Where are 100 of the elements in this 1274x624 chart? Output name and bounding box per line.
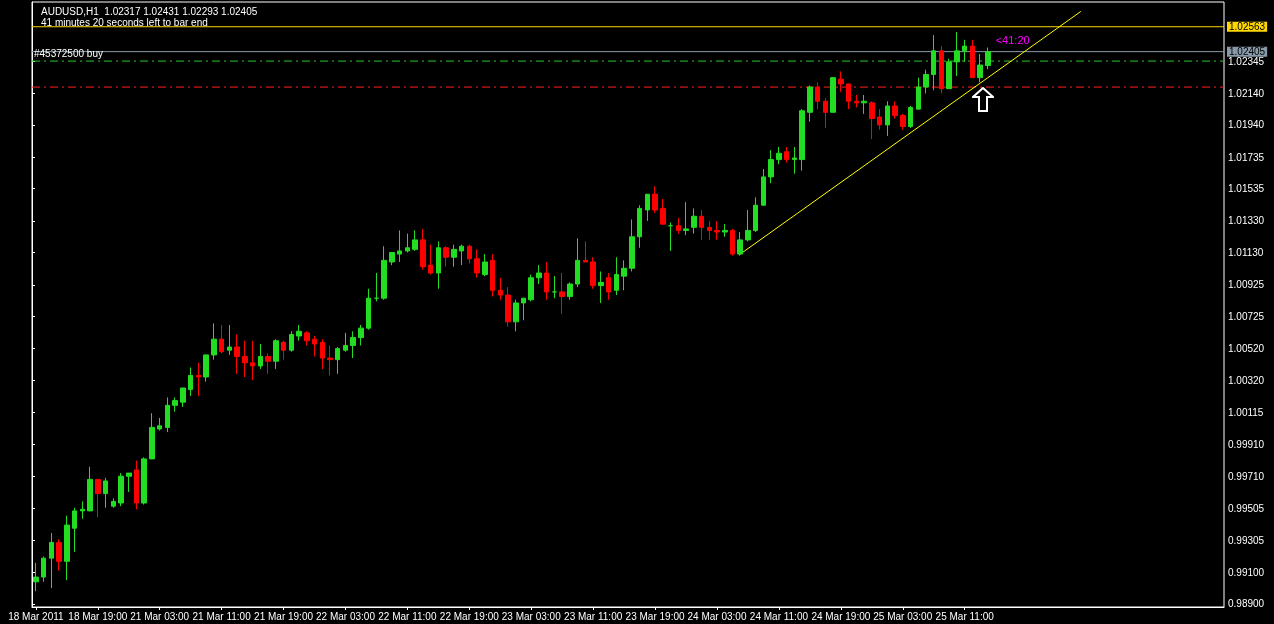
x-tick-label: 24 Mar 03:00	[687, 610, 747, 622]
y-tick-label: 1.00725	[1228, 310, 1265, 322]
candlestick	[289, 330, 294, 353]
candlestick	[908, 105, 913, 129]
candlestick	[358, 324, 364, 346]
candlestick	[939, 45, 944, 94]
candlestick	[180, 387, 186, 408]
candlestick	[707, 220, 712, 241]
candlestick	[900, 113, 906, 131]
x-tick-label: 18 Mar 2011	[8, 610, 65, 622]
candlestick	[103, 477, 108, 509]
candlestick	[714, 220, 720, 241]
candlestick	[753, 196, 758, 233]
candlestick	[946, 58, 952, 90]
candlestick	[892, 100, 898, 120]
candlestick	[87, 466, 93, 512]
x-tick-label: 23 Mar 11:00	[564, 610, 623, 622]
candlestick	[172, 396, 178, 413]
y-tick-label: 1.02345	[1228, 55, 1265, 67]
candlestick	[459, 244, 464, 266]
candlestick	[250, 340, 255, 381]
candlestick	[815, 81, 820, 110]
x-tick-label: 22 Mar 19:00	[439, 610, 500, 622]
candlestick	[985, 47, 991, 70]
candlestick	[327, 344, 333, 376]
candlestick	[343, 332, 348, 353]
candlestick	[80, 500, 85, 520]
y-tick-label: 0.99910	[1228, 439, 1265, 451]
y-tick-label: 1.01130	[1228, 247, 1264, 259]
candlestick	[513, 299, 519, 332]
candlestick	[807, 85, 813, 123]
candlestick	[799, 108, 805, 172]
candlestick	[350, 330, 356, 359]
candlestick	[730, 228, 735, 257]
y-tick-label: 1.01535	[1228, 183, 1265, 195]
candlestick	[412, 229, 418, 252]
candlestick	[234, 333, 240, 375]
candlestick	[265, 352, 271, 375]
y-tick-label: 0.99710	[1228, 470, 1265, 482]
candlestick	[846, 83, 851, 110]
candlestick	[768, 149, 774, 184]
candlestick	[134, 459, 139, 510]
candlestick	[196, 362, 201, 397]
x-tick-label: 22 Mar 03:00	[316, 610, 376, 622]
candlestick	[428, 244, 433, 276]
candlestick	[281, 340, 286, 361]
candlestick	[320, 338, 325, 370]
candlestick	[536, 264, 542, 285]
candlestick	[854, 94, 859, 109]
candlestick	[227, 324, 232, 356]
x-tick-label: 22 Mar 11:00	[378, 610, 437, 622]
candlestick	[111, 497, 116, 509]
candlestick	[590, 256, 596, 290]
candlestick	[877, 108, 882, 131]
candlestick	[885, 100, 890, 137]
x-tick-label: 25 Mar 03:00	[873, 610, 933, 622]
y-tick-label: 1.00925	[1228, 279, 1265, 291]
candlestick	[544, 261, 549, 301]
candlestick	[397, 229, 402, 263]
candlestick	[637, 204, 642, 249]
y-tick-label: 0.99305	[1228, 534, 1265, 546]
candlestick	[977, 53, 983, 83]
candlestick	[312, 335, 317, 357]
candlestick	[273, 338, 279, 370]
candlestick	[830, 77, 836, 113]
x-tick-label: 24 Mar 11:00	[749, 610, 809, 622]
candlestick	[567, 281, 573, 301]
candlestick	[165, 396, 170, 433]
candlestick	[482, 253, 488, 277]
ref-line-label: 1.02563	[1229, 21, 1266, 33]
candlestick	[792, 146, 797, 175]
candlestick	[72, 507, 77, 553]
candlestick	[761, 168, 766, 206]
candlestick	[374, 272, 379, 302]
candlestick	[490, 253, 495, 298]
y-tick-label: 0.99505	[1228, 503, 1265, 515]
x-tick-label: 25 Mar 11:00	[935, 610, 995, 622]
y-tick-label: 1.01735	[1228, 151, 1265, 163]
chart-title: AUDUSD,H1 1.02317 1.02431 1.02293 1.02405	[41, 5, 258, 17]
y-tick-label: 1.01940	[1228, 119, 1265, 131]
candlestick	[443, 245, 449, 268]
candlestick	[954, 31, 960, 77]
y-tick-label: 1.00115	[1228, 406, 1264, 418]
candlestick	[970, 39, 975, 79]
y-tick-label: 0.99100	[1228, 566, 1265, 578]
text: 41 minutes 20 seconds left to bar end	[41, 16, 208, 28]
candlestick	[962, 39, 967, 63]
candlestick	[118, 472, 124, 507]
candlestick	[420, 228, 426, 271]
y-tick-label: 1.02140	[1228, 87, 1265, 99]
annotation: <41:20	[995, 34, 1030, 46]
candlestick	[737, 231, 743, 257]
candlestick	[559, 272, 565, 315]
x-tick-label: 21 Mar 11:00	[192, 610, 252, 622]
candlestick	[219, 324, 224, 354]
candlestick	[474, 248, 480, 279]
candlestick	[916, 77, 921, 110]
candlestick	[861, 94, 867, 115]
x-tick-label: 23 Mar 19:00	[625, 610, 685, 622]
candlestick	[157, 417, 162, 432]
